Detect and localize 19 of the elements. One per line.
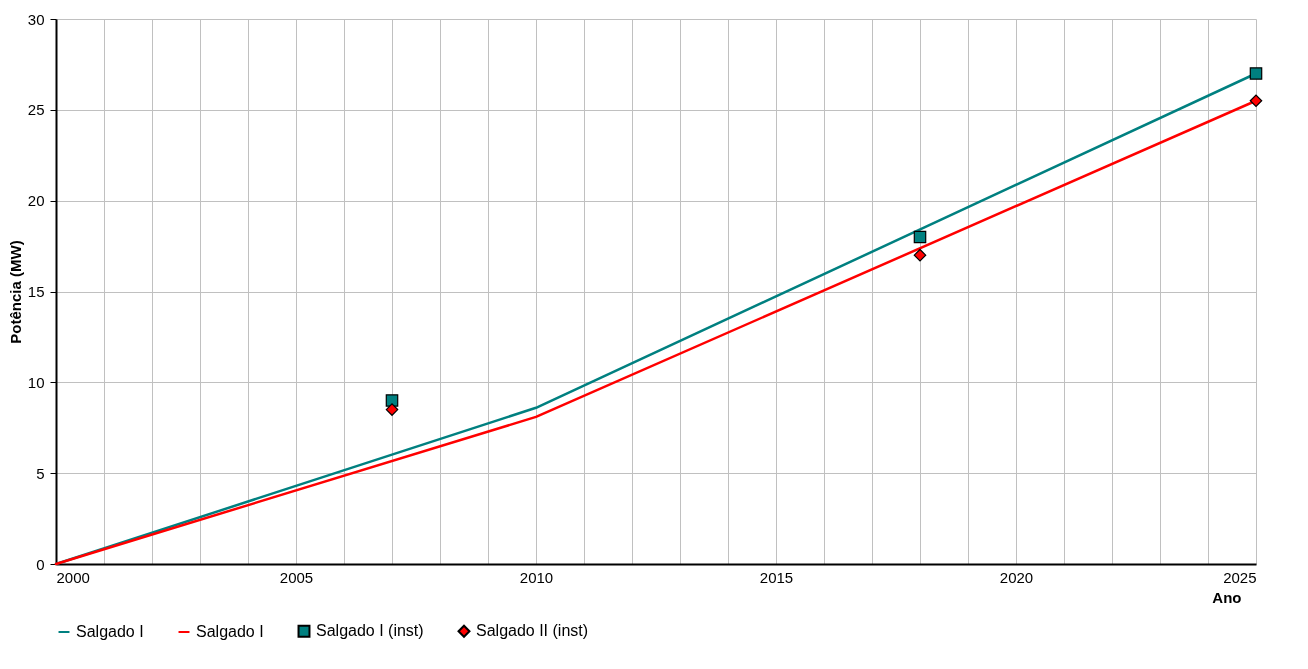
y-axis-title: Potência (MW) <box>6 240 24 344</box>
x-tick-label: 2020 <box>999 568 1034 586</box>
x-tick-label: 2015 <box>759 568 794 586</box>
legend-label: Salgado I <box>76 623 144 640</box>
y-tick-label: 25 <box>27 101 45 119</box>
y-tick-label: 5 <box>36 464 45 482</box>
legend-label: Salgado I (inst) <box>316 622 424 640</box>
y-tick-label: 0 <box>36 555 45 573</box>
y-tick-label: 10 <box>27 373 45 391</box>
x-tick-label: 2005 <box>279 568 314 586</box>
x-tick-label: 2025 <box>1223 568 1257 586</box>
x-axis-title: Ano <box>1212 588 1242 606</box>
legend-label: Salgado I <box>196 623 264 640</box>
legend-label: Salgado II (inst) <box>476 622 589 640</box>
x-tick-label: 2000 <box>56 568 90 586</box>
y-tick-label: 15 <box>27 283 45 300</box>
y-tick-label: 30 <box>27 10 45 28</box>
y-tick-label: 20 <box>27 192 45 210</box>
x-tick-label: 2010 <box>519 568 554 586</box>
